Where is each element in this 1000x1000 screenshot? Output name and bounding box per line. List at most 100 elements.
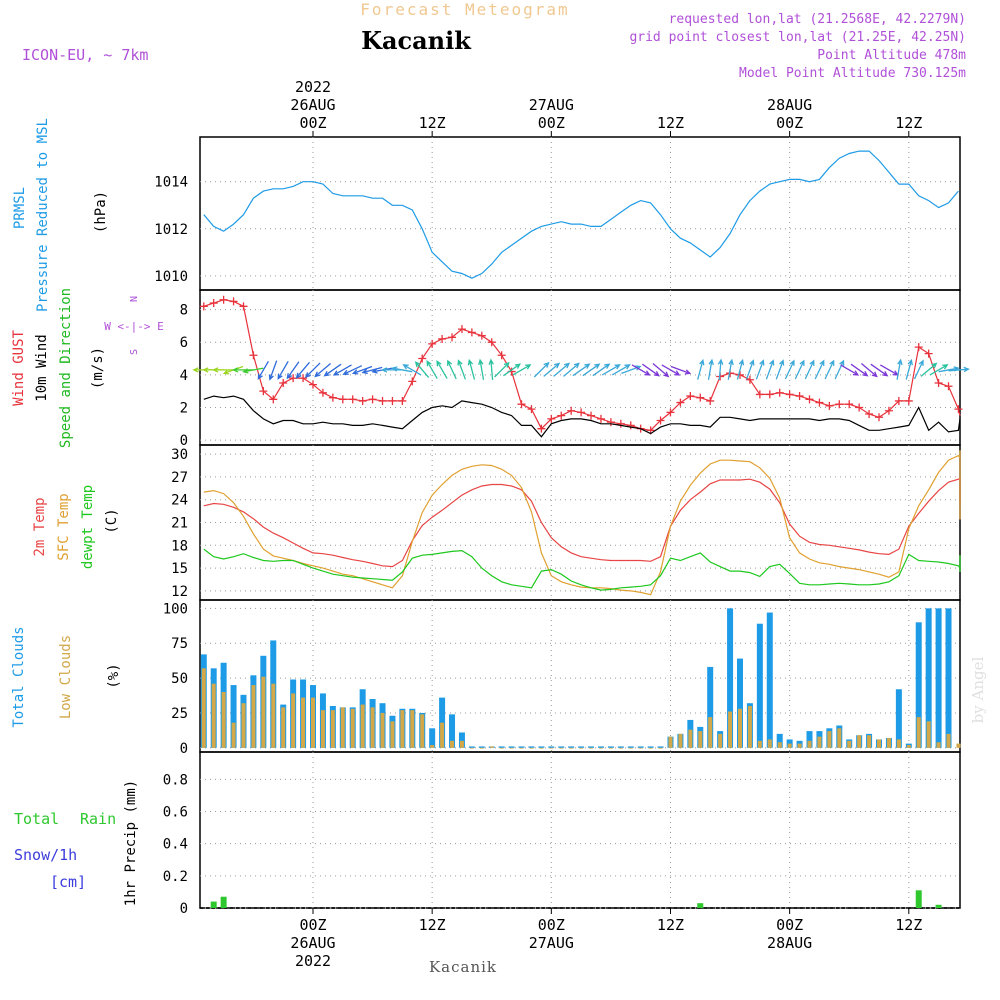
- gust-marker: [785, 390, 794, 399]
- wind-direction-arrow: [860, 363, 878, 378]
- footer-location: Kacanik: [429, 958, 497, 976]
- snow-label: Snow/1h: [14, 846, 77, 864]
- y-tick-label: 1010: [154, 269, 188, 285]
- rain-bar: [935, 904, 942, 908]
- gust-marker: [338, 395, 347, 404]
- y-tick-label: 0: [180, 741, 188, 757]
- low-clouds-bar: [221, 692, 226, 748]
- total-clouds-bar: [518, 746, 525, 748]
- wind-direction-arrow: [601, 364, 621, 376]
- time-axis-label: 12Z: [657, 114, 684, 132]
- wind-direction-arrow: [563, 362, 580, 377]
- low-clouds-bar: [410, 710, 415, 748]
- wind-direction-arrow: [467, 358, 476, 380]
- low-clouds-bar: [291, 693, 296, 748]
- prmsl-label: PRMSL: [12, 187, 28, 229]
- wind-direction-arrow: [212, 367, 234, 373]
- gust-marker: [259, 387, 268, 396]
- total-clouds-bar: [498, 746, 505, 748]
- low-clouds-bar: [628, 747, 633, 749]
- credit-label: by Angel: [969, 656, 987, 723]
- low-clouds-bar: [301, 697, 306, 748]
- low-clouds-bar: [231, 722, 236, 748]
- gust-marker: [914, 343, 923, 352]
- wind-direction-arrow: [503, 363, 522, 377]
- time-axis-label: 12Z: [895, 916, 922, 934]
- y-tick-label: 12: [171, 584, 188, 600]
- gust-marker: [587, 411, 596, 420]
- y-tick-label: 1014: [154, 175, 188, 191]
- gust-marker: [567, 406, 576, 415]
- low-clouds-bar: [638, 747, 643, 749]
- low-clouds-bar: [311, 697, 315, 748]
- time-axis-label: 28AUG: [767, 96, 812, 114]
- low-clouds-bar: [658, 747, 663, 749]
- wind-direction-arrow: [242, 367, 264, 374]
- low-clouds-bar: [271, 683, 276, 748]
- gust-marker: [765, 390, 774, 399]
- y-tick-label: 27: [171, 470, 188, 486]
- low-clouds-bar: [320, 710, 325, 748]
- total-clouds-bar: [528, 746, 535, 748]
- low-clouds-bar: [797, 743, 802, 748]
- wind-direction-arrow: [784, 359, 795, 380]
- total-clouds-bar: [230, 685, 237, 748]
- low-clouds-bar: [757, 740, 762, 748]
- gust-marker: [309, 380, 317, 389]
- gust-marker: [318, 388, 327, 397]
- gust-marker: [378, 396, 387, 405]
- rain-bar: [915, 890, 922, 908]
- low-clouds-bar: [211, 683, 216, 748]
- gust-marker: [279, 379, 288, 387]
- rain-label: Rain: [80, 810, 116, 828]
- y-tick-label: 30: [171, 447, 188, 463]
- time-axis-label: 26AUG: [290, 96, 335, 114]
- y-tick-label: 4: [180, 368, 188, 384]
- rain-bar: [697, 903, 704, 908]
- gust-marker: [368, 395, 377, 404]
- wind-direction-arrow: [295, 361, 310, 379]
- gust-marker: [388, 396, 397, 405]
- time-axis-label: 00Z: [538, 916, 565, 934]
- location-title: Kacanik: [361, 26, 472, 55]
- gust-marker: [845, 400, 854, 409]
- total-clouds-bar: [935, 608, 942, 748]
- low-clouds-bar: [896, 739, 901, 748]
- wind-direction-arrow: [533, 361, 550, 378]
- gust-marker: [199, 302, 208, 311]
- low-clouds-bar: [261, 676, 266, 748]
- prmsl-line: [203, 150, 959, 279]
- gust-marker: [348, 395, 357, 404]
- low-clouds-bar: [747, 705, 752, 748]
- wind-direction-arrow: [268, 360, 278, 381]
- dewpt-label: dewpt Temp: [80, 485, 96, 569]
- low-clouds-bar: [241, 703, 246, 748]
- y-tick-label: 25: [171, 706, 188, 722]
- wind-direction-arrow: [929, 364, 949, 376]
- low-clouds-bar: [519, 747, 524, 749]
- gust-marker: [815, 398, 824, 407]
- low-clouds-bar: [767, 739, 772, 748]
- y-tick-label: 2: [180, 400, 188, 416]
- wind-direction-arrow: [840, 364, 860, 376]
- temperature-panel: 2m Temp SFC Temp dewpt Temp (C) 12 15 18 21…: [32, 444, 961, 601]
- total-clouds-bar: [468, 746, 475, 748]
- low-clouds-bar: [847, 740, 852, 748]
- y-tick-label: 0.2: [163, 869, 188, 885]
- wind-direction-arrow: [332, 364, 352, 376]
- wind-direction-arrow: [850, 363, 869, 377]
- low-clouds-bar: [340, 707, 345, 748]
- gust-marker: [666, 408, 675, 417]
- gust-marker: [467, 328, 476, 337]
- low-clouds-bar: [916, 717, 921, 748]
- model-point-altitude: Model Point Altitude 730.125m: [739, 66, 966, 81]
- wind-direction-arrow: [834, 359, 845, 380]
- gust-marker: [269, 395, 278, 404]
- low-clouds-bar: [281, 707, 286, 748]
- gust-marker: [239, 302, 248, 311]
- y-tick-label: 1012: [154, 222, 188, 238]
- wind-direction-arrow: [652, 363, 670, 378]
- wind-direction-arrow: [257, 360, 269, 380]
- time-axis-label: 28AUG: [767, 934, 812, 952]
